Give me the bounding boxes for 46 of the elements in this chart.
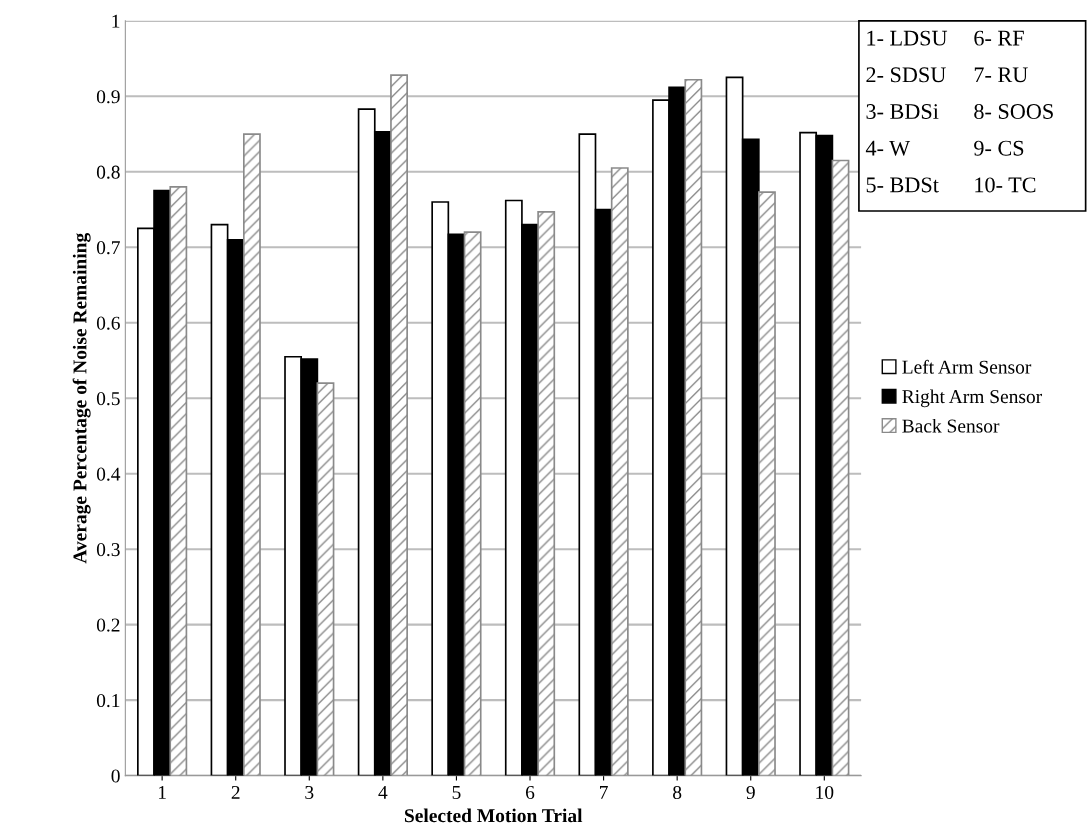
y-tick-label: 0.9 — [96, 90, 120, 104]
text: 6- RF — [974, 30, 1024, 46]
text: 5- BDSt — [866, 177, 939, 193]
x-axis-title: Selected Motion Trial — [404, 808, 583, 823]
text: 9- CS — [974, 140, 1024, 156]
y-tick-label: 0.6 — [96, 316, 120, 330]
bar — [463, 231, 482, 776]
x-tick-label: 7 — [600, 786, 608, 799]
bar — [757, 191, 776, 776]
x-tick-label: 2 — [231, 785, 240, 799]
legend-label: Back Sensor — [902, 418, 1000, 433]
text: 8- SOOS — [974, 103, 1053, 119]
x-tick-label: 9 — [746, 785, 755, 800]
x-tick-label: 5 — [452, 786, 461, 800]
text: 3- BDSi — [866, 104, 939, 119]
text: 1- LDSU — [867, 30, 948, 46]
x-tick-label: 10 — [816, 785, 834, 800]
bar — [169, 186, 188, 776]
y-tick-label: 0.3 — [96, 543, 120, 557]
bar — [537, 210, 556, 776]
legend-label: Left Arm Sensor — [902, 359, 1032, 374]
y-tick-label: 0 — [111, 769, 120, 783]
bar — [610, 167, 629, 776]
y-tick-label: 0.7 — [96, 241, 120, 255]
y-tick-label: 0.2 — [96, 618, 120, 632]
x-tick-label: 4 — [378, 786, 388, 799]
y-tick-label: 0.4 — [96, 467, 121, 481]
bar — [390, 74, 408, 776]
y-axis-title: Average Percentage of Noise Remaining — [72, 233, 91, 564]
text: 10- TC — [975, 177, 1036, 193]
y-tick-label: 0.8 — [96, 165, 120, 179]
text: 2- SDSU — [866, 67, 946, 83]
y-tick-label: 0.5 — [96, 392, 120, 406]
text: 4- W — [865, 140, 911, 156]
bar — [684, 78, 703, 776]
bar — [242, 133, 261, 776]
x-tick-label: 1 — [158, 786, 166, 799]
text: 7- RU — [974, 67, 1028, 83]
bar — [831, 159, 850, 776]
x-tick-label: 6 — [525, 785, 535, 800]
bar — [316, 382, 335, 776]
legend-label: Right Arm Sensor — [902, 389, 1042, 408]
y-tick-label: 1 — [112, 14, 120, 28]
x-tick-label: 3 — [305, 785, 314, 800]
y-tick-label: 0.1 — [96, 693, 120, 708]
x-tick-label: 8 — [673, 785, 682, 800]
